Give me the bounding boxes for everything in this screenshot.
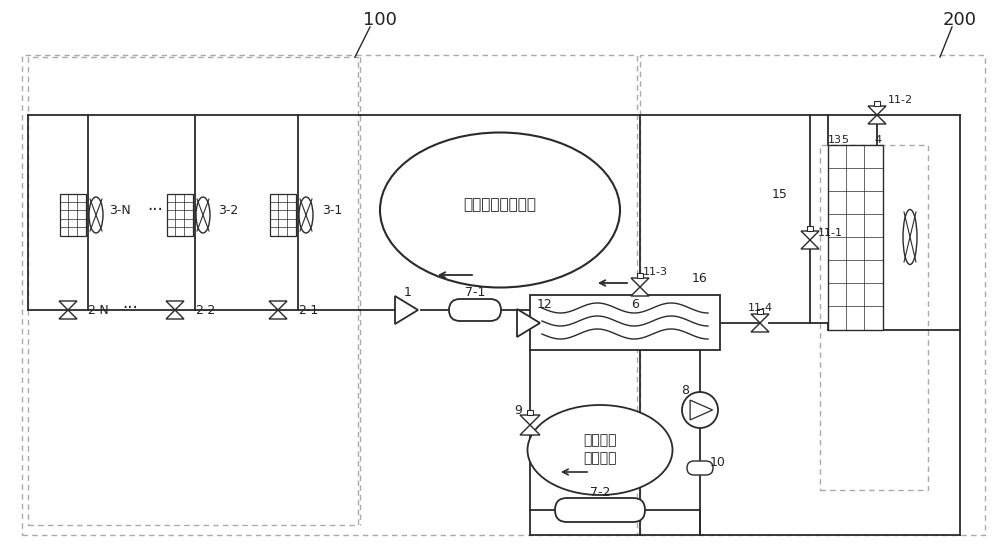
- Text: 2-1: 2-1: [298, 304, 318, 316]
- Bar: [757, 309, 763, 314]
- Polygon shape: [631, 287, 649, 296]
- Polygon shape: [751, 323, 769, 332]
- Text: 3-N: 3-N: [109, 203, 131, 217]
- Polygon shape: [868, 106, 886, 115]
- Text: 4: 4: [874, 135, 882, 145]
- Text: 7-1: 7-1: [465, 285, 485, 299]
- Polygon shape: [801, 231, 819, 240]
- Text: ···: ···: [147, 201, 163, 219]
- Ellipse shape: [380, 132, 620, 288]
- Polygon shape: [166, 310, 184, 319]
- Polygon shape: [520, 415, 540, 425]
- Bar: [874, 101, 880, 106]
- Text: 热管多联循环系统: 热管多联循环系统: [464, 197, 536, 213]
- Bar: [820, 145, 928, 490]
- Bar: [828, 145, 883, 330]
- Polygon shape: [690, 400, 713, 420]
- Ellipse shape: [903, 209, 917, 264]
- Polygon shape: [751, 314, 769, 323]
- Bar: [807, 226, 813, 231]
- Polygon shape: [269, 310, 287, 319]
- Text: 辅助冷源: 辅助冷源: [583, 433, 617, 447]
- Polygon shape: [801, 240, 819, 249]
- Polygon shape: [631, 278, 649, 287]
- Bar: [270, 194, 296, 236]
- Text: 11-1: 11-1: [818, 228, 842, 238]
- Text: 13: 13: [828, 135, 842, 145]
- Text: 2-N: 2-N: [87, 304, 109, 316]
- Text: 16: 16: [692, 272, 708, 284]
- Text: 8: 8: [681, 383, 689, 397]
- Bar: [640, 55, 985, 535]
- Text: 3-1: 3-1: [322, 203, 342, 217]
- Polygon shape: [520, 425, 540, 435]
- Text: 11-4: 11-4: [747, 303, 773, 313]
- Text: 3-2: 3-2: [218, 203, 238, 217]
- Text: 11-3: 11-3: [642, 267, 668, 277]
- FancyBboxPatch shape: [687, 461, 713, 475]
- Bar: [527, 410, 533, 415]
- Text: 9: 9: [514, 403, 522, 417]
- FancyBboxPatch shape: [555, 498, 645, 522]
- Text: 循环系统: 循环系统: [583, 451, 617, 465]
- Ellipse shape: [528, 405, 672, 495]
- Polygon shape: [517, 309, 540, 337]
- Bar: [60, 194, 86, 236]
- Polygon shape: [269, 301, 287, 310]
- Polygon shape: [59, 310, 77, 319]
- Bar: [28, 57, 358, 525]
- Text: 200: 200: [943, 11, 977, 29]
- Bar: [530, 295, 720, 350]
- FancyBboxPatch shape: [449, 299, 501, 321]
- Circle shape: [682, 392, 718, 428]
- Bar: [167, 194, 193, 236]
- Text: 5: 5: [842, 135, 848, 145]
- Ellipse shape: [196, 197, 210, 233]
- Text: 2-2: 2-2: [195, 304, 215, 316]
- Text: 10: 10: [710, 456, 726, 468]
- Bar: [637, 273, 643, 278]
- Text: 15: 15: [772, 188, 788, 202]
- Text: 100: 100: [363, 11, 397, 29]
- Bar: [22, 55, 637, 535]
- Text: 7-2: 7-2: [590, 485, 610, 499]
- Text: ···: ···: [122, 299, 138, 317]
- Text: 12: 12: [537, 299, 553, 311]
- Polygon shape: [395, 296, 418, 324]
- Text: 6: 6: [631, 299, 639, 311]
- Text: 1: 1: [404, 285, 412, 299]
- Text: 11-2: 11-2: [887, 95, 913, 105]
- Polygon shape: [166, 301, 184, 310]
- Polygon shape: [868, 115, 886, 124]
- Ellipse shape: [299, 197, 313, 233]
- Ellipse shape: [89, 197, 103, 233]
- Polygon shape: [59, 301, 77, 310]
